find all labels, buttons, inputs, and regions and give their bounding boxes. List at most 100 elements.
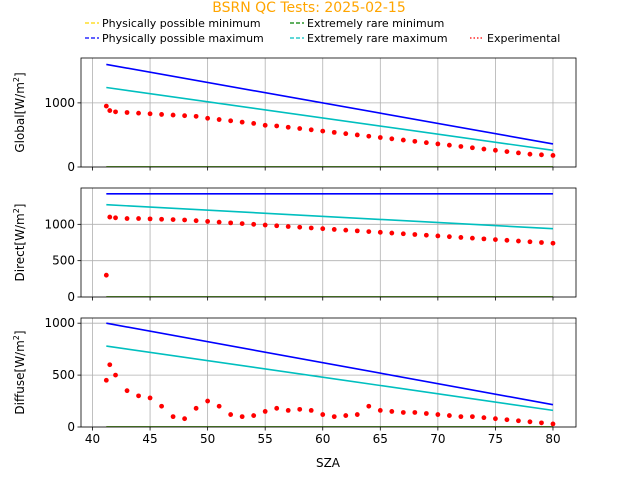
plot-area — [81, 188, 576, 297]
data-point — [493, 416, 498, 422]
legend-label: Experimental — [487, 32, 560, 45]
data-point — [239, 221, 245, 227]
data-point — [216, 117, 222, 122]
data-point — [458, 144, 464, 149]
series-line — [106, 63, 554, 145]
data-point — [435, 412, 441, 417]
data-point — [251, 121, 257, 126]
y-tick-label: 0 — [67, 290, 75, 304]
data-point — [354, 228, 360, 234]
data-point — [308, 127, 314, 133]
data-point — [124, 110, 130, 115]
data-point — [103, 272, 109, 278]
series-line — [106, 345, 554, 412]
data-point — [504, 237, 510, 243]
data-point — [446, 413, 452, 418]
data-point — [320, 226, 326, 232]
data-point — [107, 362, 113, 368]
data-point — [504, 149, 510, 155]
data-point — [389, 230, 395, 236]
data-point — [239, 414, 245, 420]
data-point — [539, 152, 544, 158]
legend-label: Extremely rare maximum — [307, 32, 448, 45]
data-point — [550, 240, 556, 246]
data-point — [527, 419, 533, 425]
data-point — [113, 372, 118, 378]
data-point — [527, 239, 533, 245]
y-axis-unit-exponent: 2 — [12, 208, 21, 213]
data-point — [193, 113, 199, 119]
data-point — [423, 232, 429, 238]
data-point — [516, 150, 521, 156]
data-point — [481, 146, 487, 152]
data-point — [159, 216, 164, 222]
data-point — [331, 414, 337, 420]
data-point — [170, 112, 176, 118]
legend-entry: Physically possible minimum — [85, 17, 261, 30]
subplot-diffuse: 40 45 50 55 60 65 70 75 80 0 500 1000 Diffuse[W/m2] — [12, 316, 577, 446]
subplot-direct: 0 500 1000 Direct[W/m2] — [12, 187, 577, 304]
data-point — [136, 393, 141, 399]
y-tick-label: 1000 — [44, 217, 75, 231]
data-point — [182, 113, 188, 119]
data-point — [354, 412, 360, 417]
legend-entry: Experimental — [470, 32, 560, 45]
data-point — [124, 216, 130, 221]
data-point — [113, 215, 118, 221]
data-point — [481, 415, 487, 421]
data-point — [320, 128, 326, 134]
data-point — [205, 398, 211, 404]
chart-title: BSRN QC Tests: 2025-02-15 — [212, 0, 406, 16]
data-point — [343, 227, 349, 233]
y-axis-unit-close: ] — [13, 72, 27, 77]
data-point — [147, 111, 153, 117]
data-point — [493, 237, 498, 242]
data-point — [216, 219, 222, 225]
y-tick-label: 500 — [52, 368, 75, 382]
x-tick-label: 60 — [315, 432, 330, 446]
data-point — [354, 132, 360, 138]
data-point — [239, 119, 245, 125]
data-point — [107, 214, 113, 220]
axes-frame — [80, 187, 577, 298]
series-line — [106, 322, 554, 406]
data-point — [320, 412, 326, 417]
data-point — [400, 231, 406, 237]
data-point — [136, 216, 141, 221]
data-point — [423, 140, 429, 146]
data-point — [308, 407, 314, 413]
x-tick-label: 75 — [488, 432, 503, 446]
data-point — [539, 240, 544, 245]
legend-entry: Extremely rare minimum — [290, 17, 444, 30]
legend: Physically possible minimum Extremely rar… — [85, 17, 560, 45]
data-point — [366, 403, 372, 409]
y-axis-name: Diffuse — [13, 372, 27, 414]
data-point — [216, 403, 222, 409]
data-point — [159, 403, 164, 409]
data-point — [377, 135, 383, 140]
subplot-global: 0 1000 Global[W/m2] — [12, 57, 577, 174]
data-point — [103, 103, 109, 109]
y-tick-label: 1000 — [44, 96, 75, 110]
legend-entry: Extremely rare maximum — [290, 32, 448, 45]
data-point — [285, 224, 291, 229]
data-point — [147, 395, 153, 401]
data-point — [366, 229, 372, 235]
data-point — [469, 145, 475, 151]
data-point — [400, 410, 406, 415]
data-point — [205, 219, 211, 224]
data-point — [228, 118, 234, 124]
data-point — [435, 141, 441, 147]
data-point — [481, 236, 487, 242]
data-point — [539, 420, 544, 426]
data-point — [412, 138, 418, 144]
y-axis-name: Direct — [13, 245, 27, 281]
x-axis-label: SZA — [316, 456, 341, 470]
x-tick-label: 70 — [430, 432, 445, 446]
data-point — [182, 416, 188, 422]
y-axis-unit: [W/m — [13, 82, 27, 114]
data-point — [170, 217, 176, 223]
plot-area — [81, 58, 576, 167]
data-point — [366, 133, 372, 139]
